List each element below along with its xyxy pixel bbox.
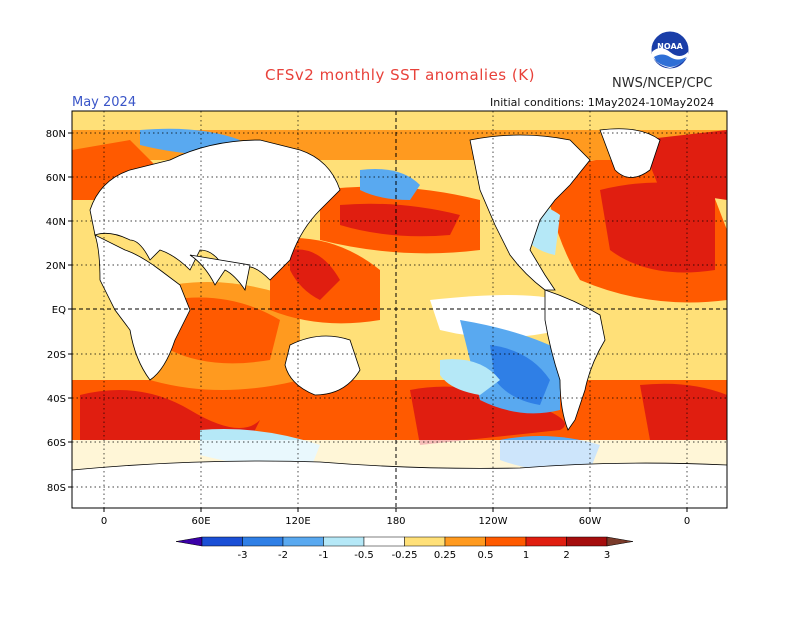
valid-period-label: May 2024 bbox=[72, 95, 137, 110]
colorbar-tick-label: 0.5 bbox=[478, 550, 494, 561]
colorbar-tick-label: 3 bbox=[604, 550, 610, 561]
lon-label: 60W bbox=[579, 516, 602, 527]
colorbar-tick-label: 0.25 bbox=[434, 550, 456, 561]
lon-label: 60E bbox=[191, 516, 210, 527]
colorbar-segment bbox=[323, 536, 365, 547]
colorbar-tick-label: 2 bbox=[563, 550, 569, 561]
colorbar-extend-high bbox=[606, 536, 634, 547]
colorbar-tick-label: -3 bbox=[238, 550, 248, 561]
colorbar: -3 -2 -1 -0.5 -0.25 0.25 0.5 1 2 3 bbox=[175, 536, 634, 561]
colorbar-tick-label: -0.25 bbox=[392, 550, 418, 561]
lat-label: 20S bbox=[47, 350, 66, 361]
colorbar-tick-label: -1 bbox=[319, 550, 329, 561]
continents bbox=[72, 128, 727, 508]
lat-label: 80N bbox=[46, 129, 66, 140]
colorbar-tick-label: -2 bbox=[278, 550, 288, 561]
lon-label: 120W bbox=[479, 516, 508, 527]
lat-label: 60N bbox=[46, 173, 66, 184]
lat-label: EQ bbox=[52, 305, 66, 316]
axis-ticks bbox=[68, 132, 688, 512]
reference-lines bbox=[72, 111, 727, 508]
colorbar-segment bbox=[363, 536, 405, 547]
map-title: CFSv2 monthly SST anomalies (K) bbox=[265, 66, 535, 84]
lat-labels: 80N 60N 40N 20N EQ 20S 40S 60S 80S bbox=[46, 129, 66, 494]
colorbar-extend-low bbox=[175, 536, 203, 547]
noaa-logo-icon: NOAA bbox=[650, 30, 690, 70]
lat-label: 40N bbox=[46, 217, 66, 228]
colorbar-segment bbox=[242, 536, 284, 547]
colorbar-segment bbox=[525, 536, 567, 547]
initial-conditions-label: Initial conditions: 1May2024-10May2024 bbox=[490, 96, 715, 109]
lon-label: 0 bbox=[101, 516, 107, 527]
lat-label: 40S bbox=[47, 394, 66, 405]
lon-labels: 0 60E 120E 180 120W 60W 0 bbox=[101, 516, 690, 527]
colorbar-segment bbox=[282, 536, 324, 547]
lon-label: 120E bbox=[285, 516, 310, 527]
colorbar-segment bbox=[444, 536, 486, 547]
lon-label: 0 bbox=[684, 516, 690, 527]
colorbar-segment bbox=[201, 536, 243, 547]
colorbar-segment bbox=[404, 536, 446, 547]
colorbar-tick-label: 1 bbox=[523, 550, 529, 561]
colorbar-segment bbox=[566, 536, 608, 547]
colorbar-segment bbox=[485, 536, 527, 547]
lat-label: 80S bbox=[47, 483, 66, 494]
agency-label: NWS/NCEP/CPC bbox=[612, 76, 713, 91]
lat-label: 20N bbox=[46, 261, 66, 272]
colorbar-tick-label: -0.5 bbox=[354, 550, 374, 561]
lon-label: 180 bbox=[386, 516, 405, 527]
lat-label: 60S bbox=[47, 438, 66, 449]
logo-text: NOAA bbox=[657, 42, 683, 51]
